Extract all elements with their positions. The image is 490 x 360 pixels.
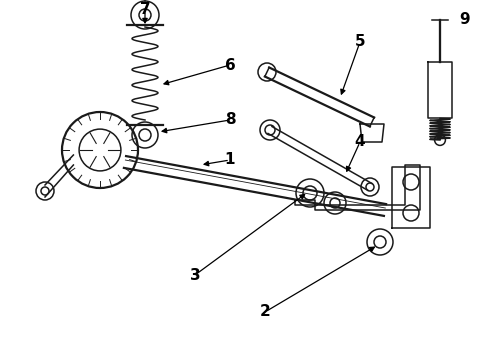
Text: 9: 9: [460, 13, 470, 27]
Text: 6: 6: [224, 58, 235, 72]
Text: 2: 2: [260, 305, 270, 320]
Text: 7: 7: [140, 3, 150, 18]
Text: 4: 4: [355, 135, 366, 149]
Text: 3: 3: [190, 267, 200, 283]
Text: 8: 8: [225, 112, 235, 127]
Text: 5: 5: [355, 35, 366, 49]
Text: 1: 1: [225, 153, 235, 167]
